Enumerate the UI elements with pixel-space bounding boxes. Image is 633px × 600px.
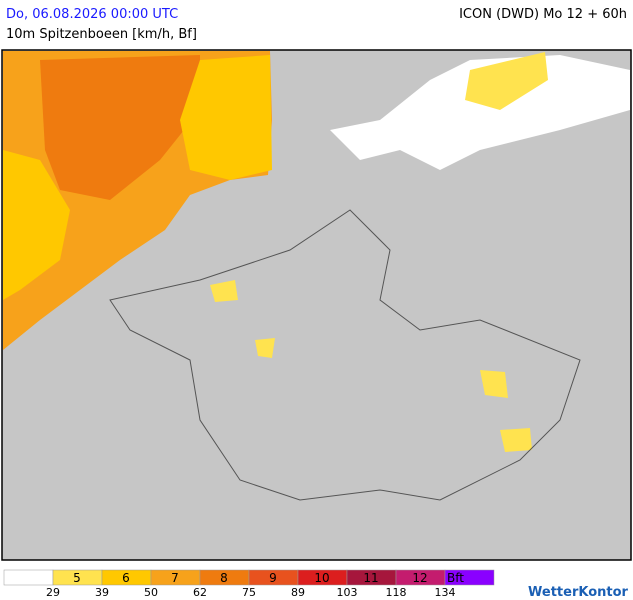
legend-swatch <box>444 569 495 586</box>
legend-label: Bft <box>447 571 464 585</box>
legend-label: 8 <box>220 571 228 585</box>
legend-threshold: 29 <box>46 586 60 599</box>
model-run: ICON (DWD) Mo 12 + 60h <box>459 7 627 22</box>
legend-label: 9 <box>269 571 277 585</box>
brand: WetterKontor <box>528 585 629 600</box>
date-title: Do, 06.08.2026 00:00 UTC <box>6 7 179 22</box>
coast-wind-6 <box>3 150 70 300</box>
legend-threshold: 134 <box>435 586 456 599</box>
legend-threshold: 75 <box>242 586 256 599</box>
coast-wind-6b <box>180 55 272 180</box>
border <box>109 209 581 501</box>
legend-threshold: 50 <box>144 586 158 599</box>
subtitle: 10m Spitzenboeen [km/h, Bf] <box>6 27 197 42</box>
legend-label: 10 <box>314 571 329 585</box>
legend-threshold: 89 <box>291 586 305 599</box>
legend-threshold: 39 <box>95 586 109 599</box>
legend-swatch <box>3 569 54 586</box>
legend-label: 12 <box>412 571 427 585</box>
sea-wind-8 <box>40 55 200 200</box>
legend-label: 7 <box>171 571 179 585</box>
legend-threshold: 118 <box>386 586 407 599</box>
legend-threshold: 62 <box>193 586 207 599</box>
legend-threshold: 103 <box>337 586 358 599</box>
baltic-wind-5 <box>465 52 548 110</box>
legend-label: 11 <box>363 571 378 585</box>
baltic-calm <box>330 55 630 170</box>
legend-label: 5 <box>73 571 81 585</box>
legend-label: 6 <box>122 571 130 585</box>
